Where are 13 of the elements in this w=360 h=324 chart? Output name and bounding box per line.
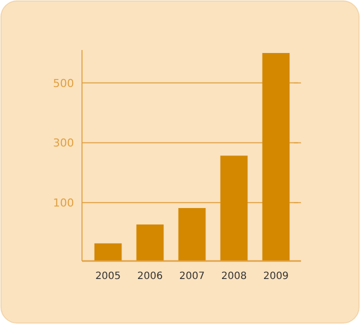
x-tick-label: 2009	[263, 271, 289, 282]
x-tick-label: 2008	[221, 271, 247, 282]
bar	[220, 156, 248, 261]
x-tick-label: 2006	[137, 271, 163, 282]
x-tick-label: 2007	[179, 271, 205, 282]
bar	[136, 224, 164, 261]
y-tick-label: 500	[53, 76, 74, 90]
bar	[262, 52, 290, 261]
y-tick-label: 300	[53, 136, 74, 150]
x-tick-label: 2005	[95, 271, 121, 282]
y-tick-label: 100	[53, 196, 74, 210]
bar	[178, 208, 206, 261]
bar	[94, 243, 122, 261]
